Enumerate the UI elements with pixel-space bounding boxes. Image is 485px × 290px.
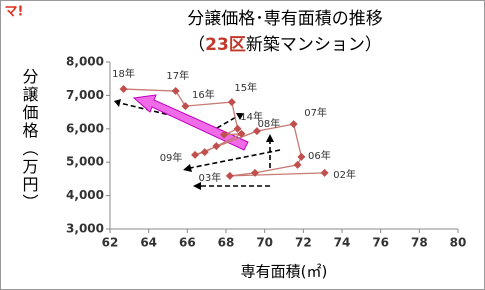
point — [191, 150, 200, 159]
point-label: 16年 — [192, 88, 215, 101]
point — [119, 85, 128, 94]
x-tick-label: 72 — [295, 236, 312, 250]
point-label: 15年 — [234, 81, 257, 94]
point — [212, 142, 221, 151]
point-label: 17年 — [166, 69, 189, 82]
y-tick-label: 4,000 — [66, 188, 104, 202]
y-tick-label: 3,000 — [66, 222, 104, 236]
subtitle-part: 23区 — [205, 35, 246, 55]
y-tick-label: 8,000 — [66, 55, 104, 69]
x-tick-label: 74 — [334, 236, 351, 250]
x-tick-label: 66 — [179, 236, 196, 250]
point — [227, 98, 236, 107]
point — [181, 102, 190, 111]
x-tick-label: 64 — [140, 236, 157, 250]
x-tick-label: 68 — [218, 236, 235, 250]
point — [233, 124, 242, 133]
point-label: 08年 — [258, 117, 281, 130]
y-tick-label: 7,000 — [66, 88, 104, 102]
point — [293, 160, 302, 169]
chart-subtitle: （23区新築マンション） — [188, 35, 382, 55]
subtitle-part: （ — [188, 35, 205, 55]
x-axis-label: 専有面積(㎡) — [241, 263, 328, 281]
point — [200, 148, 209, 157]
point — [289, 120, 298, 129]
x-tick-label: 80 — [450, 236, 467, 250]
point-label: 02年 — [333, 168, 356, 181]
y-tick-label: 5,000 — [66, 155, 104, 169]
point-label: 09年 — [160, 151, 183, 164]
x-tick-label: 70 — [256, 236, 273, 250]
logo: マ! — [5, 5, 24, 20]
point — [220, 130, 229, 139]
chart-title: 分譲価格･専有面積の推移 — [187, 9, 383, 29]
point — [225, 171, 234, 180]
point — [237, 129, 246, 138]
x-tick-label: 62 — [102, 236, 119, 250]
point — [297, 152, 306, 161]
point — [171, 87, 180, 96]
point-label: 14年 — [240, 110, 263, 123]
subtitle-part: 新築マンション） — [246, 35, 382, 55]
point-label: 18年 — [112, 67, 135, 80]
point-label: 07年 — [304, 106, 327, 119]
y-axis-label: 分譲価格（万円） — [20, 68, 39, 212]
point-label: 03年 — [198, 171, 221, 184]
x-tick-label: 76 — [372, 236, 389, 250]
highlight-arrow — [132, 94, 249, 151]
arrow-heads — [114, 99, 274, 190]
point — [320, 168, 329, 177]
x-tick-label: 78 — [411, 236, 428, 250]
point — [252, 127, 261, 136]
point — [251, 168, 259, 177]
point-label: 06年 — [308, 149, 331, 162]
y-tick-label: 6,000 — [66, 121, 104, 135]
